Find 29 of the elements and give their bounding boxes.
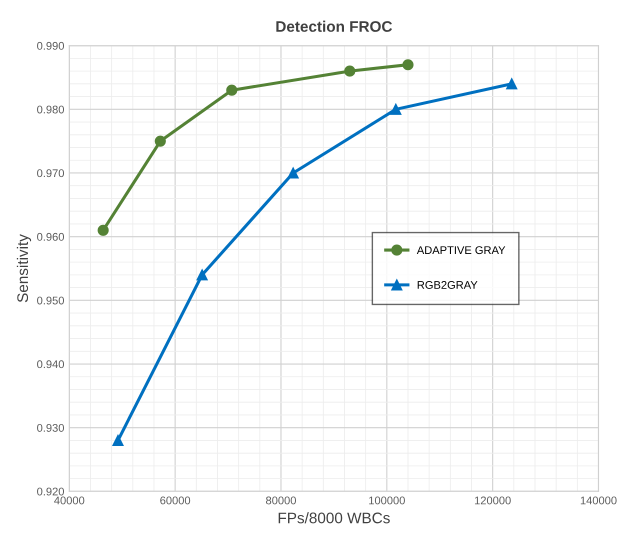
point (344, 66, 356, 77)
point (98, 224, 109, 236)
y-tick-label: 0.920 (37, 488, 64, 496)
legend-label: ADAPTIVE GRAY (416, 246, 506, 254)
x-axis-title: FPs/8000 WBCs (278, 512, 390, 524)
legend-label: RGB2GRAY (418, 281, 478, 289)
point (506, 78, 518, 90)
point (402, 59, 414, 70)
y-tick-label: 0.980 (37, 106, 64, 114)
x-tick-label: 100000 (369, 496, 405, 504)
x-tick-label: 140000 (580, 496, 617, 504)
x-tick-label: 60000 (160, 496, 190, 504)
chart-title: Detection FROC (276, 20, 392, 32)
y-tick-label: 0.990 (37, 42, 64, 50)
x-tick-label: 120000 (474, 496, 511, 504)
point (196, 269, 208, 280)
x-tick-label: 40000 (54, 496, 84, 504)
y-tick-label: 0.950 (37, 296, 64, 304)
point (112, 434, 124, 446)
point (154, 136, 166, 147)
point (390, 104, 402, 115)
y-axis-title: Sensitivity (16, 234, 32, 302)
y-tick-label: 0.930 (37, 424, 64, 432)
y-tick-label: 0.940 (37, 360, 64, 368)
point (288, 167, 299, 179)
x-tick-label: 80000 (266, 496, 296, 504)
y-tick-label: 0.970 (37, 169, 64, 178)
point (226, 84, 238, 96)
y-tick-label: 0.960 (37, 232, 64, 241)
